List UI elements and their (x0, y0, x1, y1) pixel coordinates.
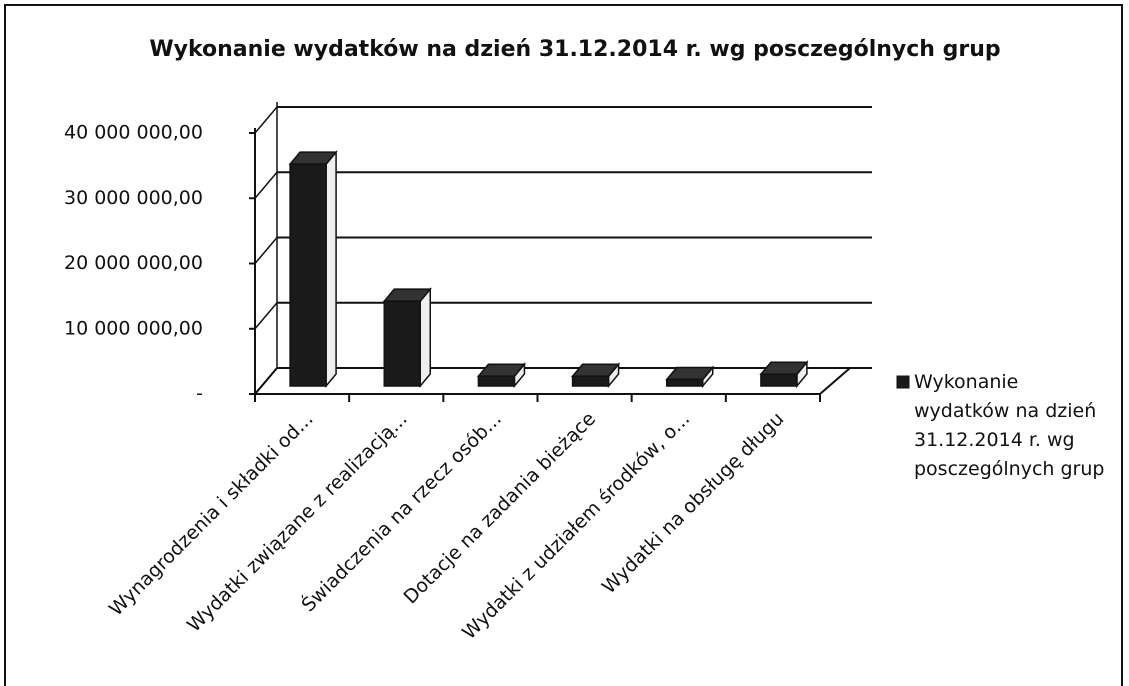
bar-side (325, 150, 337, 389)
grid-line-side (254, 171, 278, 199)
chart-title: Wykonanie wydatków na dzień 31.12.2014 r… (149, 37, 1000, 62)
y-tick-label: 30 000 000,00 (64, 187, 203, 209)
legend-marker (896, 375, 910, 389)
bar (477, 375, 516, 387)
bar (666, 378, 704, 387)
grid-line-side (254, 302, 278, 330)
x-tick-label: Wynagrodzenia i składki od... (105, 408, 318, 621)
y-tick-label: 40 000 000,00 (64, 122, 203, 144)
grid-line-side (254, 367, 278, 395)
x-tick-label: Dotacje na zadania bieżące (399, 408, 600, 609)
bar (760, 373, 798, 387)
chart-frame (4, 4, 1123, 686)
grid-line-side (254, 237, 278, 264)
bar-side (419, 287, 431, 389)
bar (571, 375, 610, 387)
y-tick-label: 20 000 000,00 (64, 252, 203, 274)
bar (383, 300, 421, 387)
bar (289, 163, 327, 387)
x-tick-label: Wydatki na obsługę długu (598, 408, 788, 598)
y-tick-label: 10 000 000,00 (64, 317, 203, 339)
y-tick-label: - (196, 383, 203, 405)
x-tick-label: Świadczenia na rzecz osób... (296, 406, 506, 616)
legend-label: Wykonanie wydatków na dzień 31.12.2014 r… (914, 371, 1105, 480)
grid-line-side (254, 106, 278, 134)
